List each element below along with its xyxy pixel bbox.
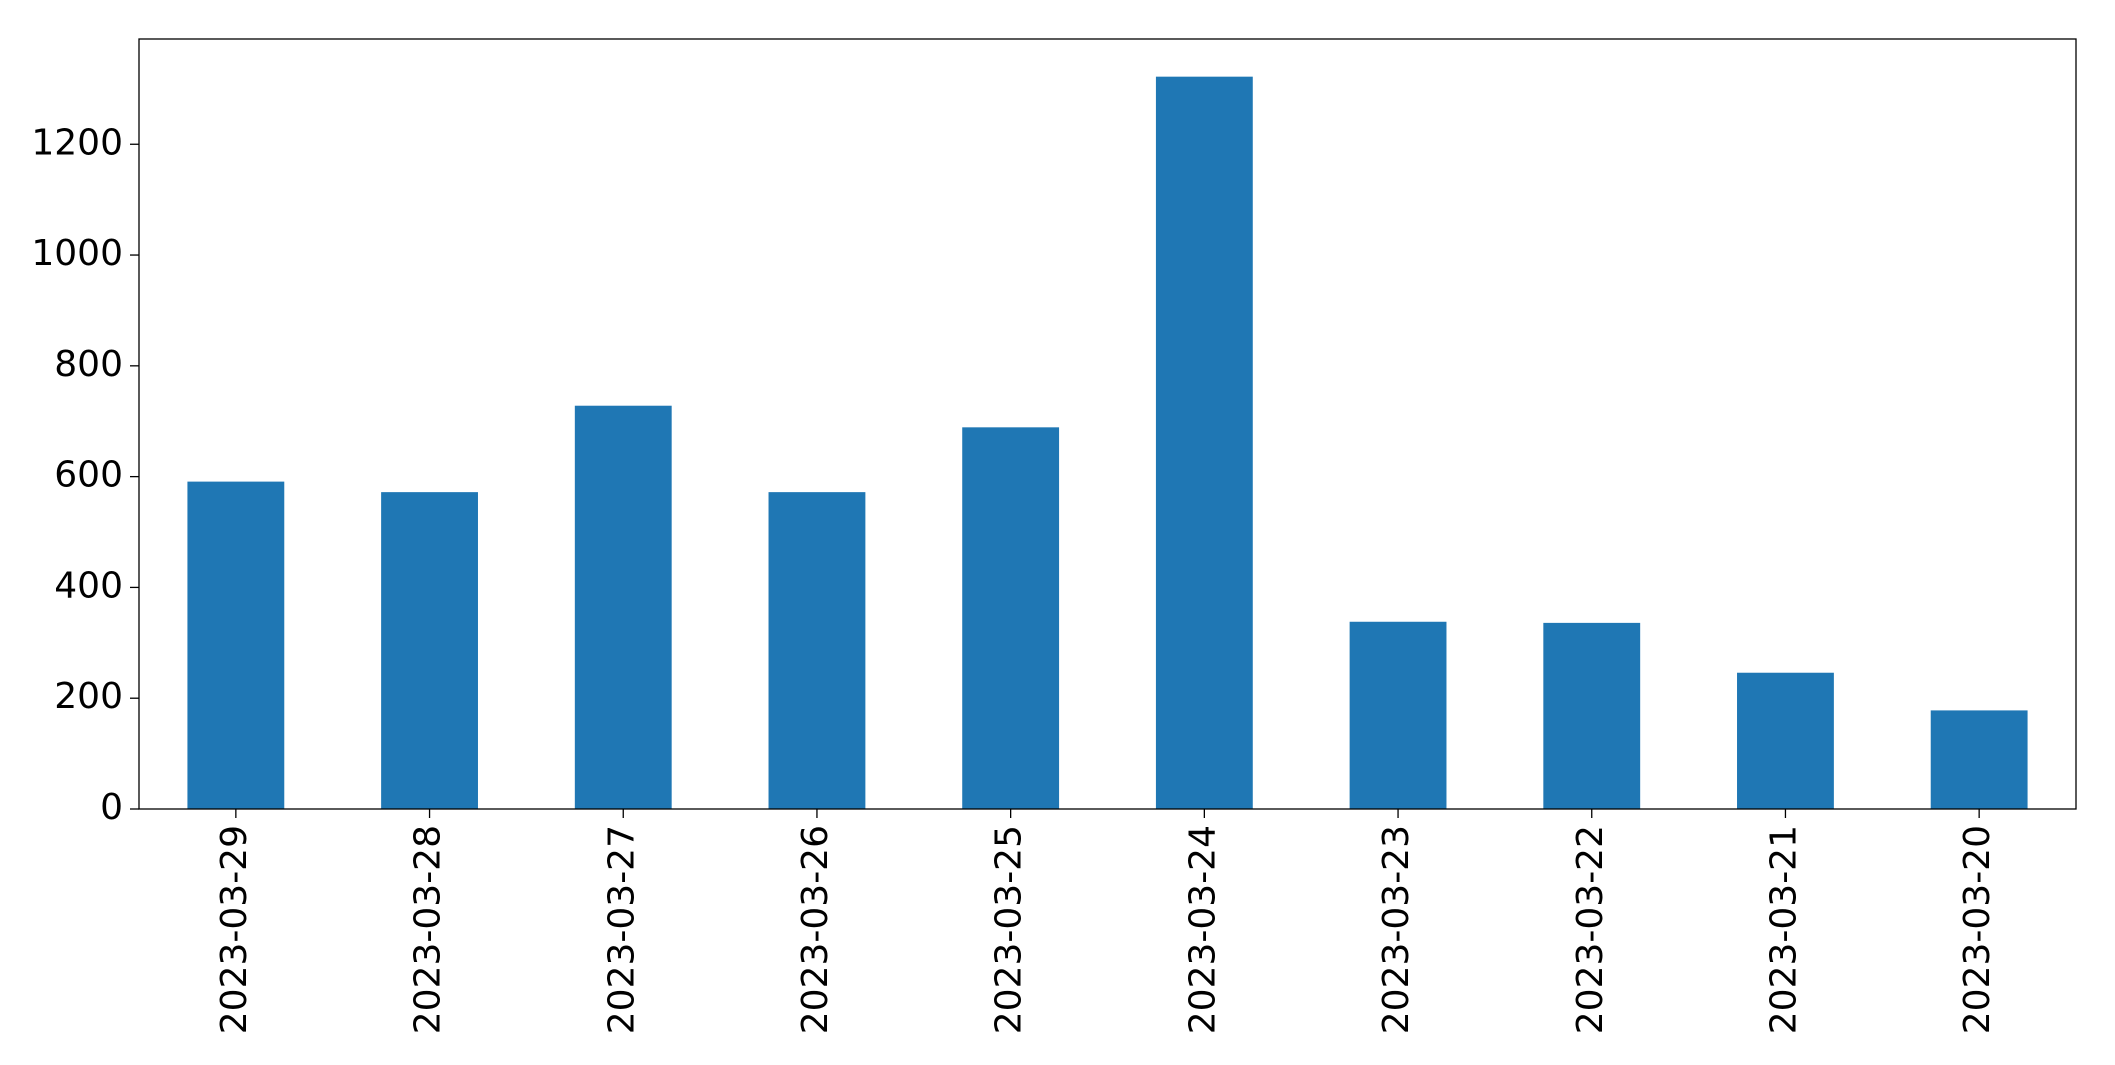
x-tick-label: 2023-03-28 xyxy=(408,825,449,1034)
x-tick-label: 2023-03-27 xyxy=(601,825,642,1034)
bar xyxy=(962,427,1060,809)
x-tick-label: 2023-03-20 xyxy=(1957,825,1998,1034)
y-tick-label: 1000 xyxy=(31,233,123,274)
y-tick-label: 600 xyxy=(54,455,123,496)
x-tick-label: 2023-03-23 xyxy=(1376,825,1417,1034)
plot-frame xyxy=(138,38,2077,810)
y-tick-label: 400 xyxy=(54,565,123,606)
bar xyxy=(1543,622,1641,809)
bar xyxy=(1155,76,1253,809)
y-tick-label: 200 xyxy=(54,676,123,717)
y-tick-label: 0 xyxy=(100,787,123,828)
x-tick-label: 2023-03-29 xyxy=(214,825,255,1034)
y-tick-label: 800 xyxy=(54,344,123,385)
y-tick-label: 1200 xyxy=(31,122,123,163)
bar xyxy=(768,492,866,809)
bar xyxy=(187,481,285,809)
x-tick-label: 2023-03-22 xyxy=(1570,825,1611,1034)
x-tick-label: 2023-03-26 xyxy=(795,825,836,1034)
x-tick-label: 2023-03-24 xyxy=(1182,825,1223,1034)
bar xyxy=(1930,710,2028,809)
x-tick-label: 2023-03-25 xyxy=(989,825,1030,1034)
x-tick-label: 2023-03-21 xyxy=(1763,825,1804,1034)
bar xyxy=(381,492,478,809)
bar xyxy=(1737,672,1834,809)
bar xyxy=(1349,621,1447,809)
bar xyxy=(574,405,672,809)
